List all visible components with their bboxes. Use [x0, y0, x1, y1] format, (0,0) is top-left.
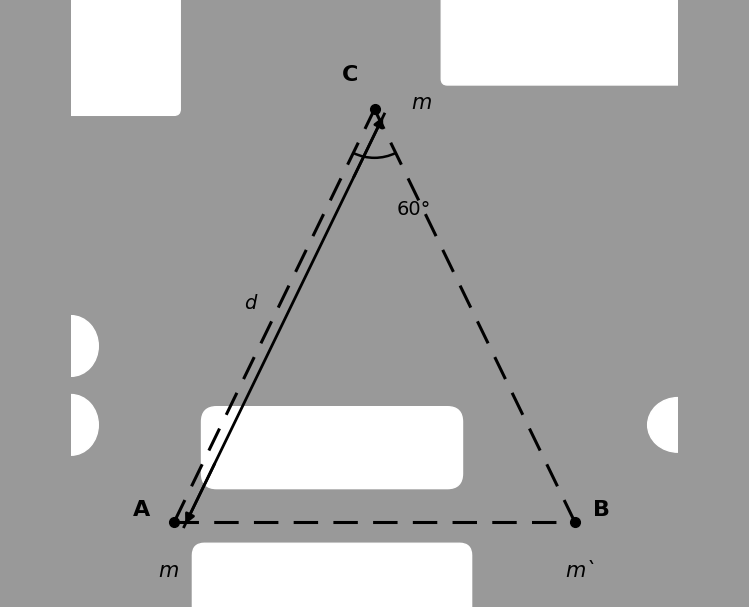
Ellipse shape	[648, 398, 709, 452]
Ellipse shape	[43, 395, 98, 455]
Text: B: B	[593, 500, 610, 520]
Text: d: d	[244, 294, 256, 313]
Text: m`: m`	[565, 561, 596, 582]
Text: m: m	[158, 561, 178, 582]
Text: m: m	[411, 93, 431, 113]
FancyBboxPatch shape	[201, 407, 463, 489]
Text: A: A	[133, 500, 150, 520]
FancyBboxPatch shape	[65, 0, 181, 115]
FancyBboxPatch shape	[441, 0, 684, 85]
Text: 60°: 60°	[397, 200, 431, 219]
FancyBboxPatch shape	[192, 543, 472, 607]
Ellipse shape	[43, 316, 98, 376]
Text: C: C	[342, 65, 359, 85]
